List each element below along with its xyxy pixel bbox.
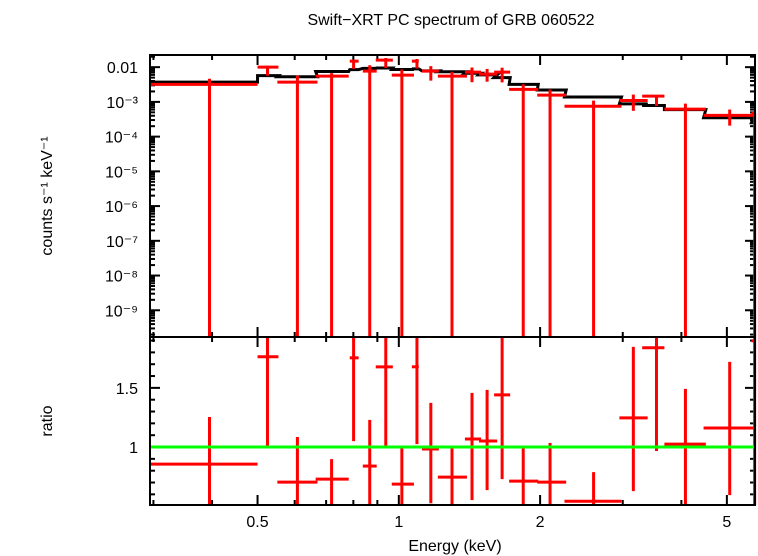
ratio-data-point [479,389,498,491]
ratio-data-point [375,337,393,448]
ratio-data-point [315,459,349,505]
spectrum-data-point [537,89,567,337]
spectrum-data-point [421,66,439,81]
y-tick-label-ratio: 1 [129,440,138,457]
y-tick-label-spectrum: 10⁻⁶ [105,199,138,216]
spectrum-data-point [464,67,482,83]
ratio-panel-frame [149,336,756,506]
ratio-data-point [362,419,377,505]
y-axis-label-spectrum: counts s⁻¹ keV⁻¹ [39,136,56,255]
y-tick-label-spectrum: 10⁻⁹ [105,303,138,320]
ratio-data-point [391,447,414,505]
y-tick-label-spectrum: 10⁻³ [106,95,138,112]
spectrum-data-point [664,103,706,337]
spectrum-data-point [494,67,511,83]
y-tick-label-ratio: 1.5 [116,381,138,398]
ratio-data-point [349,337,359,442]
ratio-data-point [619,346,648,492]
spectrum-data-point [479,68,498,82]
x-tick-label: 0.5 [246,514,268,531]
x-tick-label: 2 [536,514,545,531]
spectrum-data-point [437,71,467,337]
ratio-data-point [257,337,279,448]
spectrum-data-point [642,94,665,106]
y-tick-label-spectrum: 10⁻⁴ [105,130,138,147]
ratio-data-point [494,337,511,480]
spectrum-data-point [362,65,377,337]
spectrum-data-point [315,73,349,337]
ratio-data-point [421,402,439,504]
x-axis-label: Energy (keV) [408,538,501,555]
spectrum-data-point [619,94,648,111]
ratio-data-point [509,446,539,505]
spectrum-data-point [349,59,359,69]
y-tick-label-spectrum: 0.01 [107,60,138,77]
ratio-data-point [564,472,622,505]
ratio-data-point [411,337,419,445]
ratio-data-point [642,337,665,452]
y-tick-label-spectrum: 10⁻⁸ [105,269,138,286]
chart-title: Swift−XRT PC spectrum of GRB 060522 [307,12,594,29]
spectrum-data-point [564,100,622,337]
spectrum-data-point [257,65,279,76]
x-tick-label: 5 [722,514,731,531]
ratio-data-point [150,416,258,505]
spectrum-data-point [277,75,318,337]
spectrum-data-point [509,84,539,337]
y-tick-label-spectrum: 10⁻⁷ [106,234,138,251]
ratio-data-point [437,447,467,505]
spectrum-data-point [375,58,393,68]
y-axis-label-ratio: ratio [39,405,56,436]
spectrum-data-point [391,69,414,337]
spectrum-data-point [411,59,419,69]
x-tick-label: 1 [394,514,403,531]
spectrum-data-point [150,78,258,337]
ratio-data-point [537,443,567,505]
spectrum-data-point [703,109,754,126]
ratio-data-point [703,361,754,496]
y-tick-label-spectrum: 10⁻⁵ [105,164,138,181]
